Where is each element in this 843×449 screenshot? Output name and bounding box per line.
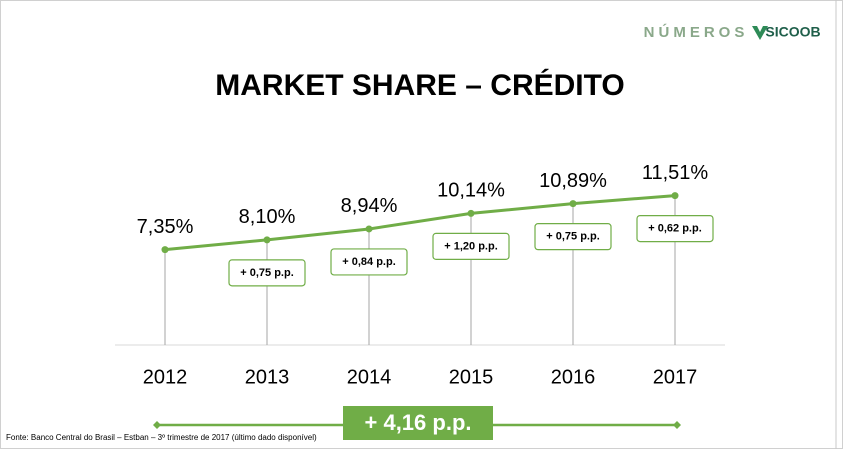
point [365,225,373,233]
value-label: 8,10% [239,206,296,228]
total-label: + 4,16 p.p. [365,410,472,435]
change-label: + 0,84 p.p. [342,256,396,268]
total-end [673,421,681,429]
point [467,209,475,217]
x-tick-label: 2017 [653,366,698,388]
change-box [330,248,408,276]
logo-text: NÚMEROS [644,23,749,41]
value-label: 10,89% [539,170,607,192]
logo-icon [752,26,768,40]
change-box [432,232,510,260]
source: Fonte: Banco Central do Brasil – Estban … [6,433,317,442]
point [569,200,577,208]
value-label: 7,35% [137,216,194,238]
point [161,246,169,254]
change-label: + 0,75 p.p. [240,267,294,279]
change-box [534,223,612,251]
change-label: + 1,20 p.p. [444,240,498,252]
logo-brand: SICOOB [765,24,820,40]
point [671,192,679,200]
line [164,194,676,252]
x-tick-label: 2015 [449,366,494,388]
x-tick-label: 2013 [245,366,290,388]
x-tick-label: 2014 [347,366,392,388]
change-label: + 0,75 p.p. [546,231,600,243]
change-label: + 0,62 p.p. [648,223,702,235]
x-tick-label: 2012 [143,366,188,388]
chart-title: MARKET SHARE – CRÉDITO [215,68,624,102]
point [263,236,271,244]
change-box [636,215,714,243]
x-tick-label: 2016 [551,366,596,388]
value-label: 10,14% [437,180,505,202]
total-box [343,406,493,440]
value-label: 8,94% [341,195,398,217]
value-label: 11,51% [642,162,709,184]
change-box [228,259,306,287]
total-end [153,421,161,429]
